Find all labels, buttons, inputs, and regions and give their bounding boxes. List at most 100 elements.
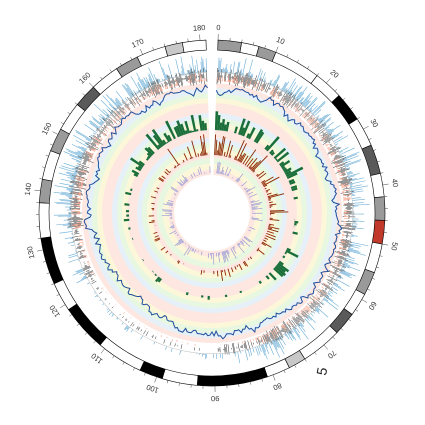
tick-label: 50 [389,241,399,251]
green-histogram-bar [225,121,230,132]
red-histogram-bar [148,221,155,224]
grey-histogram-bar [193,73,196,81]
lavender-histogram-bar [217,161,220,174]
salmon-histogram-bar [117,118,119,120]
grey-histogram-bar [89,276,92,278]
salmon-histogram-bar [296,111,298,113]
red-histogram-bar [266,192,272,195]
grey-histogram-bar [250,79,253,85]
salmon-histogram-bar [339,247,343,250]
green-histogram-bar [217,114,221,131]
lavender-histogram-bar [176,234,179,237]
blue-histogram-bar [64,236,74,239]
blue-histogram-bar [108,103,116,111]
blue-histogram-bar [315,308,320,313]
salmon-histogram-bar [188,76,190,83]
tick-label: 180 [193,23,206,33]
salmon-histogram-bar [317,292,322,297]
blue-histogram-bar [304,100,310,107]
grey-histogram-bar [283,92,292,106]
grey-histogram-bar [97,135,100,138]
red-histogram-bar [154,237,160,241]
red-histogram-bar [165,168,171,174]
lavender-histogram-bar [200,251,203,256]
blue-histogram-bar [110,97,120,108]
blue-histogram-bar [137,91,139,93]
green-histogram-bar [276,151,290,163]
lavender-histogram-bar [191,248,194,252]
grey-histogram-bar [78,174,83,176]
ideogram-band [136,46,169,67]
grey-histogram-bar [340,171,345,173]
blue-histogram-bar [65,195,73,197]
grey-histogram-bar [166,82,168,86]
tick-label: 100 [145,382,160,395]
salmon-histogram-bar [343,197,351,199]
salmon-histogram-bar [291,317,294,320]
lavender-histogram-bar [222,169,224,175]
blue-histogram-bar [153,341,156,345]
salmon-histogram-bar [302,308,307,313]
red-histogram-bar [248,157,258,169]
green-histogram-bar [275,158,278,161]
grey-histogram-bar [88,274,92,276]
green-histogram-bar [144,147,154,156]
grey-histogram-bar [151,335,153,337]
salmon-histogram-bar [294,105,300,111]
blue-histogram-bar [84,124,97,133]
red-histogram-bar [268,227,273,230]
grey-histogram-bar [325,287,328,289]
grey-histogram-bar [78,256,87,260]
salmon-histogram-bar [289,102,293,107]
grey-histogram-bar [82,265,90,270]
lavender-histogram-bar [251,217,259,220]
blue-histogram-bar [268,80,272,85]
grey-histogram-bar [338,179,353,184]
blue-histogram-bar [344,261,346,263]
blue-histogram-bar [272,340,278,351]
blue-histogram-bar [333,136,343,142]
green-histogram-bar [155,276,161,283]
salmon-histogram-bar [172,339,174,342]
salmon-histogram-bar [124,108,128,113]
blue-histogram-bar [301,95,310,105]
grey-histogram-bar [121,107,125,111]
green-histogram-bar [233,126,239,134]
red-histogram-bar [261,179,266,183]
grey-histogram-bar [262,335,267,344]
salmon-histogram-bar [312,126,314,128]
grey-histogram-bar [116,111,120,116]
grey-histogram-bar [280,329,283,333]
grey-histogram-bar [295,317,300,323]
blue-histogram-bar [161,78,164,81]
blue-histogram-bar [66,189,73,192]
grey-histogram-bar [251,75,257,91]
tick-label: 110 [89,351,104,365]
salmon-histogram-bar [337,254,339,256]
blue-histogram-bar [306,317,310,321]
blue-histogram-bar [274,339,279,348]
grey-histogram-bar [152,335,154,339]
lavender-histogram-bar [199,166,202,175]
blue-histogram-bar [303,95,313,107]
grey-histogram-bar [136,326,139,330]
blue-histogram-bar [219,60,221,73]
blue-histogram-bar [347,171,353,174]
red-histogram-bar [263,184,268,188]
minor-tick [294,364,297,368]
grey-histogram-bar [302,310,309,317]
blue-histogram-bar [130,329,133,333]
grey-histogram-bar [67,218,83,220]
blue-histogram-bar [314,109,322,117]
salmon-histogram-bar [342,234,346,236]
ideogram-band [348,118,372,150]
blue-histogram-bar [249,348,253,356]
tick-label: 120 [48,304,62,319]
green-histogram-bar [279,161,285,166]
blue-histogram-bar [260,345,266,356]
salmon-histogram-bar [274,329,278,336]
grey-histogram-bar [310,117,313,120]
grey-histogram-bar [84,155,90,159]
grey-histogram-bar [319,291,326,296]
blue-histogram-bar [316,115,320,119]
